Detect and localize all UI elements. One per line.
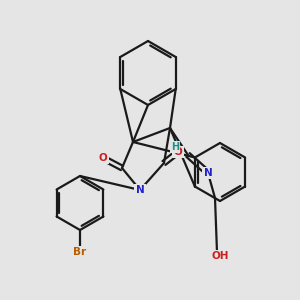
Text: Br: Br	[74, 247, 87, 257]
Text: O: O	[99, 153, 107, 163]
Text: N: N	[136, 185, 144, 195]
Text: H: H	[171, 142, 179, 152]
Text: OH: OH	[211, 251, 229, 261]
Text: O: O	[174, 147, 182, 157]
Text: N: N	[204, 168, 212, 178]
